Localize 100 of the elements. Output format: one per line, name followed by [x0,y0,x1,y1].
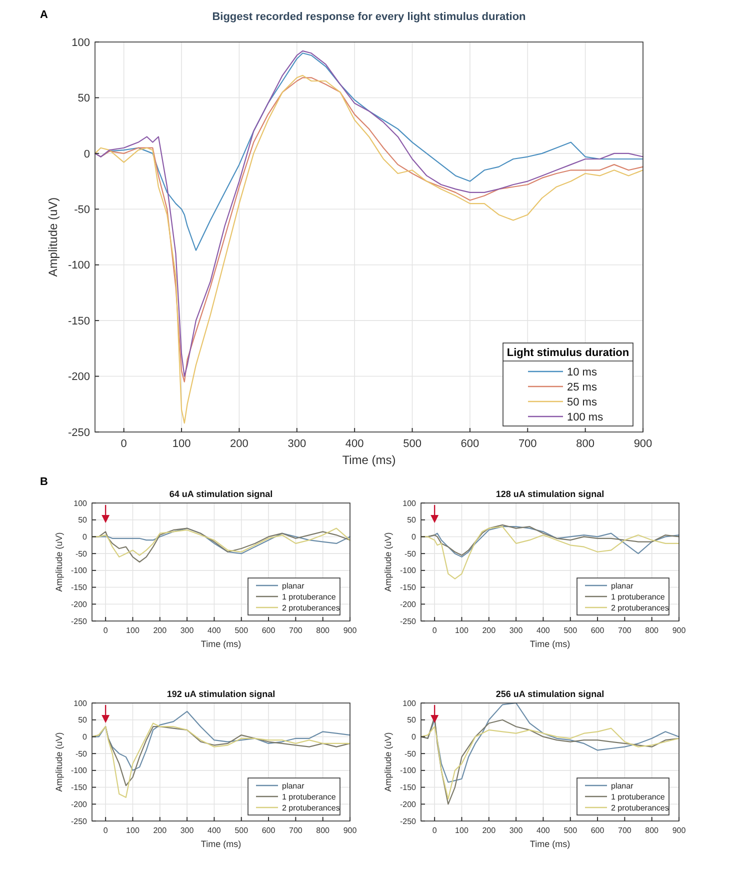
legend-label: 2 protuberances [611,603,669,612]
x-tick-label: 900 [634,438,652,450]
y-tick-label: -200 [400,600,417,609]
x-tick-label: 800 [645,826,660,835]
legend-label: planar [282,781,305,790]
y-axis-title: Amplitude (uV) [383,732,393,792]
legend-label: 1 protuberance [611,592,666,602]
x-tick-label: 600 [262,826,276,835]
y-tick-label: -150 [70,583,88,592]
x-tick-label: 800 [316,826,330,835]
x-tick-label: 800 [576,438,594,450]
y-tick-label: -100 [70,566,88,576]
x-axis-title: Time (ms) [200,639,242,649]
x-tick-label: 200 [230,438,248,450]
legend-label: 1 protuberance [282,592,336,602]
chart-title: 256 uA stimulation signal [496,689,604,699]
x-tick-label: 500 [234,626,249,635]
x-tick-label: 800 [316,626,330,635]
legend-label: 1 protuberance [282,792,336,802]
y-tick-label: 50 [78,516,88,525]
chart-title: 128 uA stimulation signal [496,489,604,499]
y-tick-label: -50 [404,749,417,758]
legend-label: 1 protuberance [611,792,666,802]
x-axis-title: Time (ms) [200,839,242,849]
y-tick-label: -200 [400,800,417,809]
x-tick-label: 700 [289,826,303,835]
x-axis-title: Time (ms) [530,839,570,849]
y-tick-label: -250 [70,616,88,626]
legend-label: 100 ms [567,411,604,424]
y-tick-label: -250 [400,816,417,826]
legend-label: planar [611,581,634,590]
x-tick-label: 300 [180,626,194,635]
x-axis-title: Time (ms) [530,639,570,649]
x-tick-label: 100 [126,826,140,835]
x-tick-label: 400 [345,438,364,450]
text: A [40,9,48,21]
y-tick-label: 50 [78,92,90,105]
y-tick-label: 50 [407,516,417,525]
chart-title: Biggest recorded response for every light stimulus duration [212,11,526,23]
x-tick-label: 400 [208,826,222,835]
x-tick-label: 900 [672,826,686,835]
y-tick-label: -150 [70,783,88,792]
x-tick-label: 0 [120,438,127,450]
x-tick-label: 200 [153,626,168,635]
x-tick-label: 700 [518,438,537,450]
x-tick-label: 100 [126,626,140,635]
y-tick-label: -200 [70,800,88,809]
legend-label: planar [282,581,305,590]
x-tick-label: 0 [103,626,108,635]
y-tick-label: 100 [402,698,417,708]
y-tick-label: -250 [70,816,88,826]
legend-label: planar [611,781,634,790]
x-tick-label: 200 [153,826,168,835]
x-tick-label: 600 [460,438,480,450]
x-tick-label: 600 [590,826,605,835]
y-tick-label: 0 [82,532,88,542]
y-tick-label: -250 [400,616,417,626]
x-tick-label: 0 [432,626,438,635]
chart-title: 192 uA stimulation signal [166,689,276,699]
legend-label: 2 protuberances [282,603,340,612]
x-tick-label: 700 [618,626,632,635]
x-tick-label: 400 [536,626,550,635]
legend-label: 50 ms [567,396,598,408]
x-tick-label: 0 [432,826,438,835]
x-tick-label: 800 [645,626,660,635]
y-tick-label: 0 [84,148,90,160]
legend-label: 2 protuberances [282,803,340,812]
x-tick-label: 500 [403,438,422,450]
y-tick-label: -50 [75,549,88,558]
line-series [420,726,680,800]
x-tick-label: 400 [208,626,222,635]
x-tick-label: 100 [455,626,469,635]
x-tick-label: 400 [536,826,550,835]
y-tick-label: -250 [68,426,90,439]
text: B [40,476,48,488]
x-tick-label: 0 [103,826,108,835]
x-tick-label: 300 [509,826,524,835]
y-tick-label: -100 [400,766,417,776]
y-axis-title: Amplitude (uV) [54,532,64,592]
y-tick-label: -200 [70,600,88,609]
x-tick-label: 200 [482,626,496,635]
legend-label: 10 ms [567,366,598,378]
y-tick-label: -50 [74,204,90,216]
x-tick-label: 600 [590,626,605,635]
chart-title: 64 uA stimulation signal [169,489,273,499]
y-tick-label: -200 [68,371,90,384]
legend-label: 25 ms [567,381,598,394]
legend-label: 2 protuberances [611,803,669,812]
x-tick-label: 700 [289,626,303,635]
y-tick-label: 0 [412,532,417,542]
y-tick-label: 0 [412,732,417,742]
y-tick-label: 100 [74,698,88,708]
y-tick-label: 100 [74,498,88,508]
x-tick-label: 100 [455,826,469,835]
y-axis-title: Amplitude (uV) [46,197,60,277]
line-series [420,526,680,580]
x-tick-label: 200 [482,826,496,835]
y-tick-label: -150 [400,583,417,592]
y-tick-label: 100 [72,36,90,49]
y-tick-label: -50 [404,549,417,558]
